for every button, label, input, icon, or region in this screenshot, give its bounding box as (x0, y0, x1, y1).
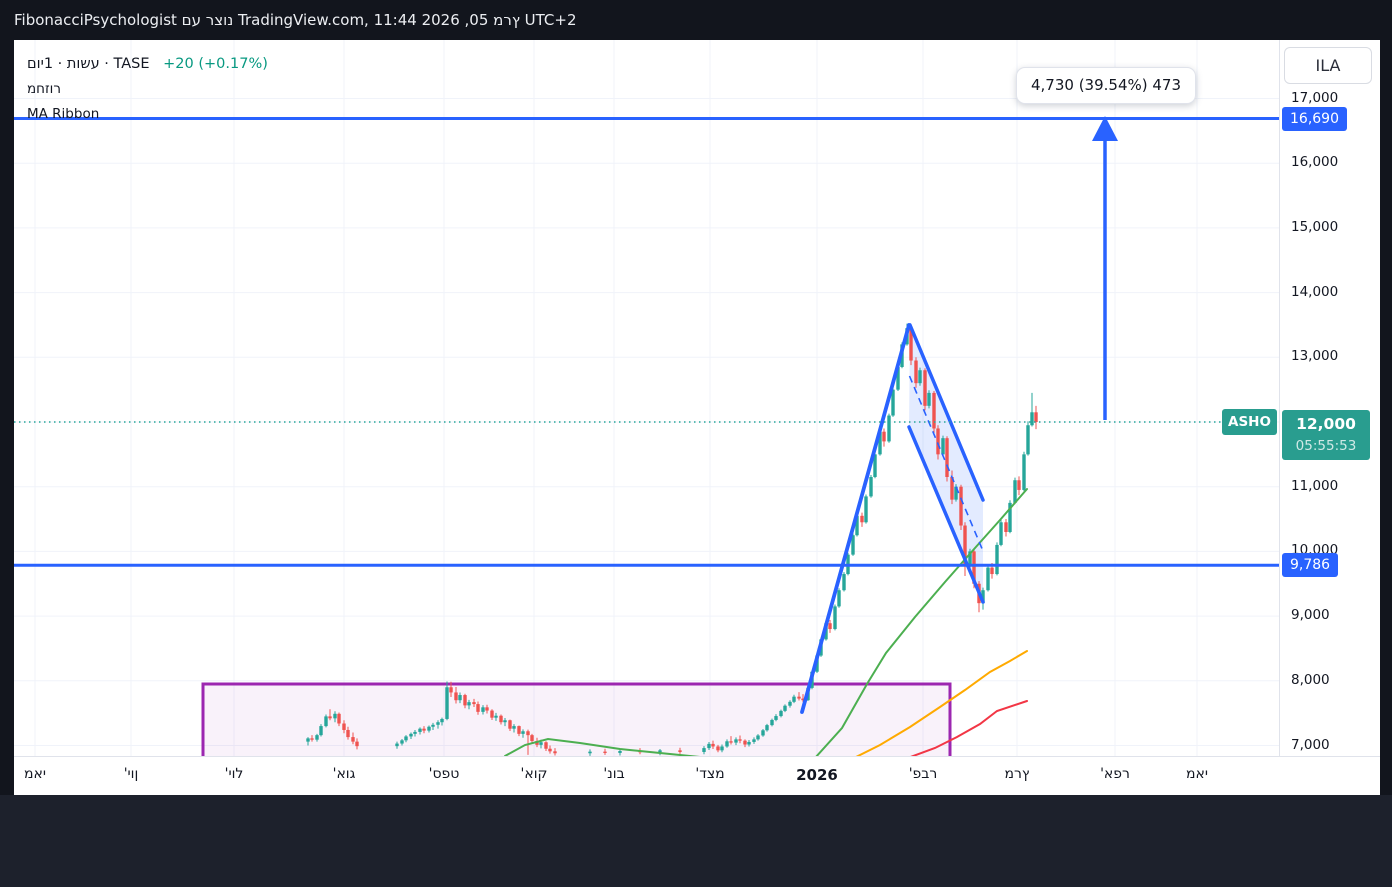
titlebar-text: FibonacciPsychologist םע רצונ TradingVie… (14, 11, 577, 29)
projection-arrow-head[interactable] (1092, 116, 1118, 141)
candlestick-chart[interactable] (14, 40, 1279, 756)
titlebar: FibonacciPsychologist םע רצונ TradingVie… (0, 0, 1392, 40)
symbol-watermark-box: ILA (1284, 47, 1372, 84)
price-scale[interactable]: ILA 17,000 16,000 15,000 14,000 13,000 12,000… (1279, 40, 1380, 756)
symbol-name-tag: ASHO (1222, 409, 1277, 435)
chart-legend: םוי1 · תושע · TASE +20 (+0.17%) מחזור MA… (27, 52, 268, 127)
time-tick: 'יון (123, 766, 139, 782)
price-tick: 16,000 (1291, 154, 1339, 171)
symbol-title: םוי1 · תושע · TASE (27, 56, 150, 72)
projection-tooltip: 4,730 (39.54%) 473 (1016, 67, 1196, 104)
price-tick: 14,000 (1291, 283, 1339, 300)
time-tick: מרץ (1004, 766, 1030, 782)
right-margin (1380, 40, 1392, 795)
grid (14, 40, 1279, 756)
time-tick: 'נוב (603, 766, 625, 782)
last-price-value: 12,000 (1296, 415, 1356, 433)
price-tick: 15,000 (1291, 218, 1339, 235)
price-change: +20 (+0.17%) (163, 56, 268, 72)
legend-ma-ribbon-row[interactable]: MA Ribbon (27, 102, 268, 127)
time-tick: מאי (1186, 766, 1208, 782)
volume-indicator-label: מחזור (27, 81, 61, 97)
price-tick: 11,000 (1291, 477, 1339, 494)
symbol-watermark: ILA (1315, 56, 1341, 75)
channel-upper-line[interactable] (908, 323, 985, 502)
time-tick: 'יול (224, 766, 244, 782)
ma-ribbon-indicator-label: MA Ribbon (27, 106, 100, 122)
price-tick: 7,000 (1291, 736, 1330, 753)
legend-volume-row[interactable]: מחזור (27, 77, 268, 102)
time-tick: 'אפר (1100, 766, 1130, 782)
chart-background (14, 40, 1279, 756)
accumulation-box[interactable] (201, 682, 952, 756)
time-tick: 2026 (796, 766, 838, 784)
bar-countdown: 05:55:53 (1295, 438, 1357, 454)
price-tick: 8,000 (1291, 671, 1330, 688)
ma-line-yellow (855, 650, 1028, 756)
channel-lower-line[interactable] (907, 425, 985, 604)
projection-tooltip-text: 4,730 (39.54%) 473 (1030, 76, 1181, 94)
ma-line-red (910, 700, 1028, 756)
time-tick: 'אוג (332, 766, 356, 782)
time-tick: מאי (24, 766, 46, 782)
left-margin (0, 40, 14, 795)
price-tick: 9,000 (1291, 607, 1330, 624)
ma-line-green (504, 488, 1028, 756)
time-tick: 'ספט (428, 766, 460, 782)
time-scale[interactable]: מאי 'יון 'יול 'אוג 'ספט 'אוק 'נוב 'דצמ 2026 'פבר מ… (14, 756, 1380, 795)
time-tick: 'אוק (520, 766, 548, 782)
support-price-label: 9,786 (1282, 553, 1339, 578)
time-tick: 'פבר (908, 766, 938, 782)
projection-price-label: 16,690 (1282, 106, 1347, 131)
candles (306, 323, 1038, 756)
price-tick: 17,000 (1291, 89, 1339, 106)
legend-symbol-row[interactable]: םוי1 · תושע · TASE +20 (+0.17%) (27, 52, 268, 77)
price-tick: 13,000 (1291, 348, 1339, 365)
last-price-label: 12,000 05:55:53 (1282, 410, 1370, 460)
channel-median-line (908, 375, 984, 552)
time-tick: 'דצמ (695, 766, 725, 782)
footer: TradingView (0, 795, 1392, 887)
rising-trendline[interactable] (800, 323, 911, 714)
